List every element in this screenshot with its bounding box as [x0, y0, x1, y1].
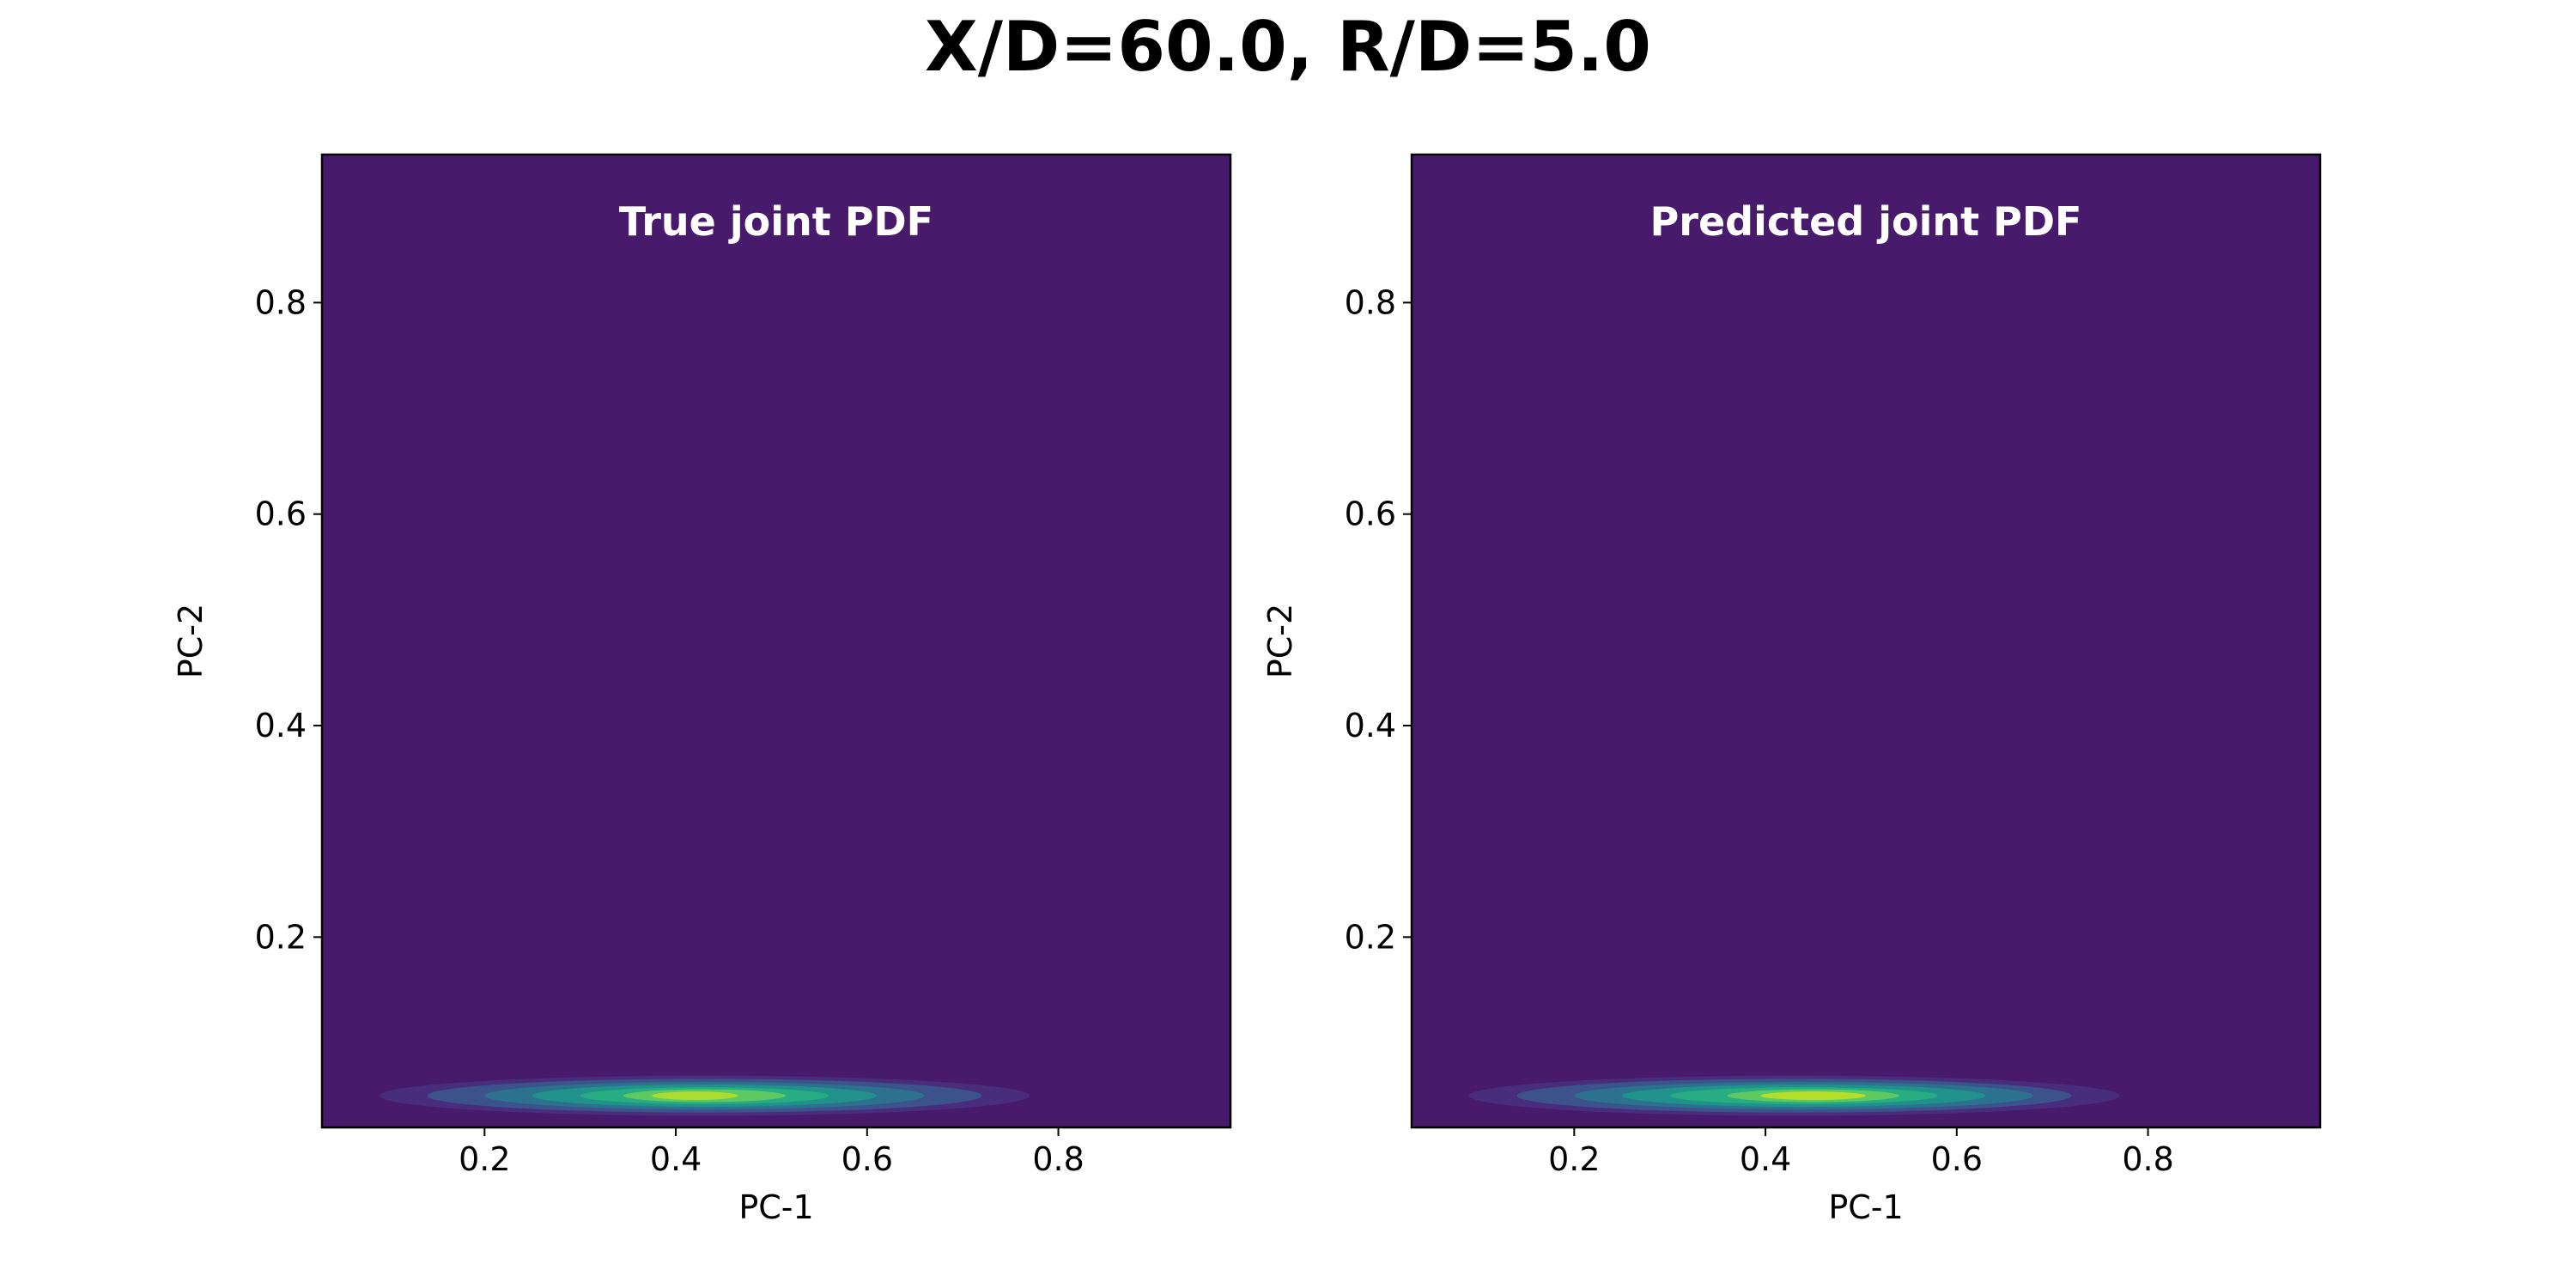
- plot-area: [322, 155, 1230, 1127]
- y-tick-label: 0.6: [255, 495, 307, 533]
- figure-suptitle: X/D=60.0, R/D=5.0: [925, 7, 1651, 87]
- x-axis-label: PC-1: [738, 1188, 813, 1226]
- y-tick-label: 0.4: [255, 707, 307, 744]
- panels: 0.2 0.4 0.6 0.8 0.2 0.4 0.6 0.8 PC-1 PC-2 True joi…: [172, 153, 2322, 1226]
- y-tick-label: 0.8: [255, 283, 307, 321]
- chart-panel-1: 0.2 0.4 0.6 0.8 0.2 0.4 0.6 0.8 PC-1 PC-2 True joi…: [172, 153, 1232, 1226]
- y-tick-label: 0.6: [1345, 495, 1396, 533]
- y-tick-label: 0.2: [255, 918, 307, 956]
- y-tick-label: 0.4: [1345, 707, 1396, 744]
- plot-area: [1412, 155, 2320, 1127]
- x-tick-label: 0.4: [1740, 1140, 1791, 1178]
- x-axis-label: PC-1: [1828, 1188, 1903, 1226]
- density-contour-7: [652, 1091, 738, 1100]
- x-tick-label: 0.6: [1931, 1140, 1983, 1178]
- axes-frame: [320, 153, 1232, 1129]
- y-tick-label: 0.8: [1345, 283, 1396, 321]
- panel-title: Predicted joint PDF: [1650, 198, 2082, 245]
- axes-frame: [1410, 153, 2322, 1129]
- density-contours: [379, 1075, 1030, 1116]
- x-tick-label: 0.4: [650, 1140, 702, 1178]
- density-contour-7: [1760, 1091, 1866, 1100]
- y-axis-label: PC-2: [172, 604, 210, 678]
- panel-title: True joint PDF: [619, 198, 933, 245]
- chart-panel-2: 0.2 0.4 0.6 0.8 0.2 0.4 0.6 0.8 PC-1 PC-2 Predicte…: [1261, 153, 2322, 1226]
- x-tick-label: 0.6: [841, 1140, 893, 1178]
- y-tick-label: 0.2: [1345, 918, 1396, 956]
- x-tick-label: 0.2: [459, 1140, 510, 1178]
- x-tick-label: 0.8: [1032, 1140, 1084, 1178]
- x-tick-label: 0.8: [2122, 1140, 2173, 1178]
- x-tick-label: 0.2: [1548, 1140, 1600, 1178]
- density-contours: [1468, 1075, 2120, 1116]
- y-axis-label: PC-2: [1261, 604, 1299, 678]
